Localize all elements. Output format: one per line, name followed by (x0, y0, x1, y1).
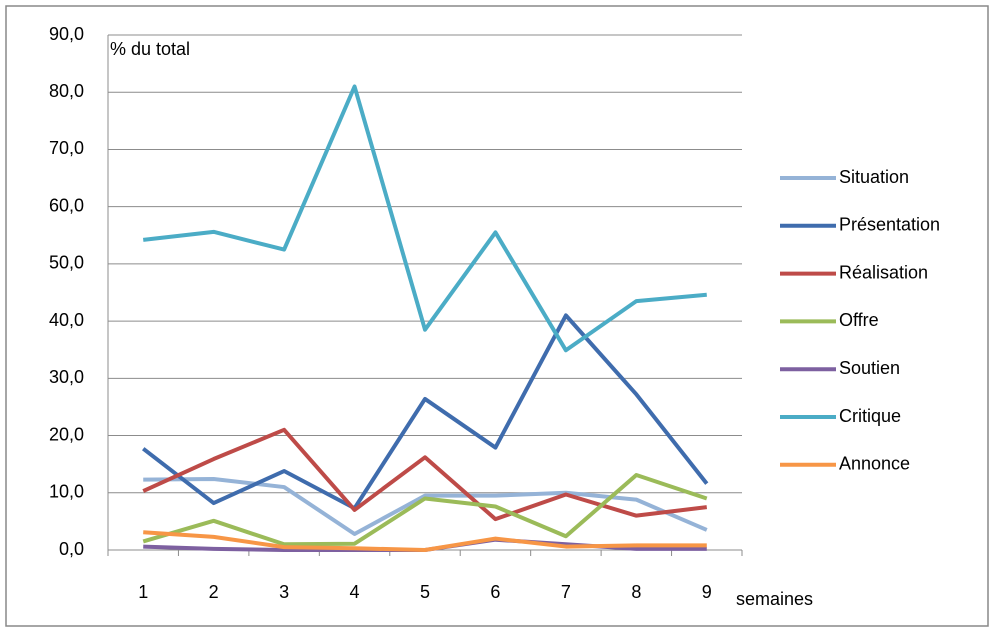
y-tick-label: 80,0 (49, 81, 84, 101)
y-tick-label: 20,0 (49, 424, 84, 444)
y-tick-label: 50,0 (49, 253, 84, 273)
x-tick-label: 2 (209, 582, 219, 602)
y-tick-label: 70,0 (49, 138, 84, 158)
legend-label: Réalisation (839, 262, 928, 282)
y-tick-label: 60,0 (49, 195, 84, 215)
y-tick-label: 10,0 (49, 482, 84, 502)
data-line (142, 84, 707, 353)
y-tick-label: 30,0 (49, 367, 84, 387)
x-tick-label: 5 (420, 582, 430, 602)
x-tick-label: 1 (138, 582, 148, 602)
legend-label: Annonce (839, 454, 910, 474)
x-tick-label: 9 (702, 582, 712, 602)
y-tick-label: 40,0 (49, 310, 84, 330)
x-tick-label: 7 (561, 582, 571, 602)
x-tick-label: 8 (631, 582, 641, 602)
data-line (142, 427, 708, 522)
data-line (142, 473, 708, 547)
y-tick-label: 90,0 (49, 24, 84, 44)
y-tick-label: 0,0 (59, 539, 84, 559)
x-axis-label: semaines (736, 589, 813, 609)
data-line (142, 313, 709, 511)
x-tick-label: 6 (490, 582, 500, 602)
legend-label: Critique (839, 406, 901, 426)
x-tick-label: 4 (350, 582, 360, 602)
x-tick-label: 3 (279, 582, 289, 602)
legend-label: Situation (839, 167, 909, 187)
legend-label: Offre (839, 310, 879, 330)
legend-label: Soutien (839, 358, 900, 378)
legend-label: Présentation (839, 215, 940, 235)
data-line (143, 530, 707, 552)
chart-border (5, 5, 989, 627)
y-axis-label: % du total (110, 39, 190, 59)
